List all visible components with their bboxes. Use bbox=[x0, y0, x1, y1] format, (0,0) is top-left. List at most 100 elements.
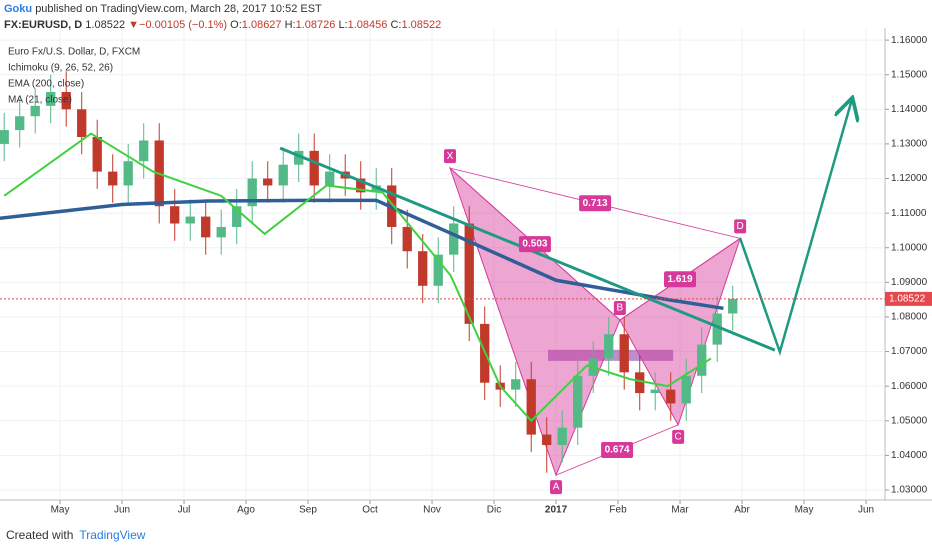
y-tick-label: 1.15000 bbox=[891, 69, 928, 80]
candle-body bbox=[666, 389, 676, 404]
candle-body bbox=[697, 344, 707, 376]
pattern-point-box bbox=[613, 301, 626, 316]
pattern-point-box bbox=[672, 429, 685, 444]
candle-body bbox=[263, 178, 273, 186]
x-tick-label: May bbox=[51, 505, 70, 516]
candle-body bbox=[604, 334, 614, 359]
candle-body bbox=[247, 178, 257, 207]
x-tick-label: May bbox=[795, 505, 814, 516]
candle-body bbox=[573, 375, 583, 428]
ratio-box bbox=[601, 441, 634, 458]
candle-body bbox=[61, 92, 71, 110]
pattern-point-label: D bbox=[737, 221, 744, 232]
footer: Created with TradingView bbox=[6, 528, 145, 542]
overlay-line bbox=[3, 132, 712, 423]
y-tick-label: 1.13000 bbox=[891, 139, 928, 150]
author[interactable]: Goku bbox=[4, 3, 33, 15]
y-tick-label: 1.05000 bbox=[891, 415, 928, 426]
y-tick-label: 1.11000 bbox=[891, 208, 927, 219]
created-with: Created with bbox=[6, 528, 74, 542]
h-label: H: bbox=[284, 19, 296, 31]
candle-body bbox=[108, 171, 118, 186]
candle-body bbox=[15, 116, 25, 131]
candle-body bbox=[92, 137, 102, 172]
candle-body bbox=[123, 161, 133, 186]
change: −0.00105 (−0.1%) bbox=[139, 19, 228, 31]
y-tick-label: 1.07000 bbox=[891, 346, 928, 357]
y-tick-label: 1.16000 bbox=[891, 35, 928, 46]
candle-body bbox=[139, 140, 149, 162]
symbol: FX:EURUSD, D bbox=[4, 19, 83, 31]
pattern-point-label: X bbox=[447, 151, 454, 162]
x-tick-label: Feb bbox=[609, 505, 627, 516]
low: 1.08456 bbox=[347, 19, 388, 31]
candle-body bbox=[402, 226, 412, 252]
candle-body bbox=[542, 434, 552, 445]
candle-body bbox=[681, 375, 691, 404]
candle-body bbox=[30, 105, 40, 117]
pattern-point-label: A bbox=[553, 482, 560, 493]
ratio-label: 0.503 bbox=[522, 239, 547, 250]
x-tick-label: Sep bbox=[299, 505, 317, 516]
x-tick-label: Jul bbox=[178, 505, 191, 516]
candle-body bbox=[418, 251, 428, 286]
brand[interactable]: TradingView bbox=[79, 528, 146, 542]
overlay-line bbox=[0, 198, 724, 311]
price: 1.08522 bbox=[85, 19, 126, 31]
open: 1.08627 bbox=[241, 19, 282, 31]
high: 1.08726 bbox=[295, 19, 336, 31]
header-line-2: FX:EURUSD, D 1.08522 ▼−0.00105 (−0.1%) O… bbox=[4, 19, 441, 31]
pattern-point-label: C bbox=[675, 432, 682, 443]
x-tick-label: Jun bbox=[858, 505, 874, 516]
candle-body bbox=[650, 389, 660, 394]
candle-body bbox=[77, 109, 87, 138]
candle-body bbox=[309, 150, 319, 186]
x-tick-label: Ago bbox=[237, 505, 255, 516]
y-tick-label: 1.08000 bbox=[891, 312, 928, 323]
last-price-box bbox=[885, 291, 932, 306]
last-price-label: 1.08522 bbox=[889, 294, 926, 305]
candle-body bbox=[557, 427, 567, 445]
y-tick-label: 1.14000 bbox=[891, 104, 928, 115]
candle-body bbox=[712, 313, 722, 345]
candle-body bbox=[356, 178, 366, 193]
candle-body bbox=[170, 206, 180, 224]
candle-body bbox=[449, 223, 459, 255]
published: published on TradingView.com, March 28, … bbox=[35, 3, 322, 15]
ratio-box bbox=[579, 195, 612, 212]
x-tick-label: Oct bbox=[362, 505, 378, 516]
candle-body bbox=[526, 379, 536, 435]
y-tick-label: 1.09000 bbox=[891, 277, 928, 288]
ratio-box bbox=[518, 236, 551, 253]
x-tick-label: Abr bbox=[734, 505, 750, 516]
close: 1.08522 bbox=[401, 19, 442, 31]
pattern-point-box bbox=[550, 480, 563, 495]
pattern-point-box bbox=[734, 219, 747, 234]
candle-body bbox=[0, 130, 9, 144]
candle-body bbox=[294, 150, 304, 165]
pattern-point-label: B bbox=[617, 303, 624, 314]
candle-body bbox=[728, 298, 738, 314]
candle-body bbox=[216, 226, 226, 238]
candle-body bbox=[46, 92, 56, 106]
ratio-box bbox=[664, 271, 697, 288]
ratio-label: 0.713 bbox=[583, 198, 608, 209]
candle-body bbox=[511, 379, 521, 390]
x-tick-label: 2017 bbox=[545, 505, 568, 516]
pattern-point-box bbox=[444, 149, 457, 164]
o-label: O: bbox=[230, 19, 242, 31]
x-tick-label: Dic bbox=[487, 505, 501, 516]
x-tick-label: Mar bbox=[671, 505, 689, 516]
legend-entry: Ichimoku (9, 26, 52, 26) bbox=[8, 63, 113, 74]
header-line-1: Goku published on TradingView.com, March… bbox=[4, 3, 322, 15]
candle-body bbox=[635, 372, 645, 394]
y-tick-label: 1.10000 bbox=[891, 242, 928, 253]
l-label: L: bbox=[338, 19, 348, 31]
candle-body bbox=[185, 216, 195, 224]
legend-entry: Euro Fx/U.S. Dollar, D, FXCM bbox=[8, 47, 140, 58]
candle-body bbox=[201, 216, 211, 238]
x-tick-label: Nov bbox=[423, 505, 441, 516]
legend-entry: MA (21, close) bbox=[8, 95, 72, 106]
candle-body bbox=[619, 334, 629, 373]
